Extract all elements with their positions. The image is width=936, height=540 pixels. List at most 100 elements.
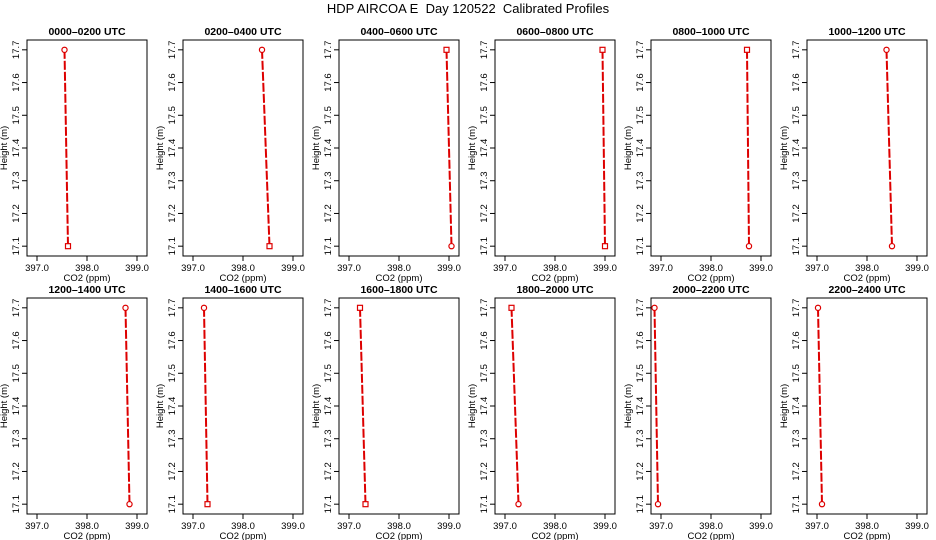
x-axis-label: CO2 (ppm) <box>532 273 579 284</box>
x-axis-label: CO2 (ppm) <box>64 273 111 284</box>
y-tick-label: 17.2 <box>11 204 22 223</box>
data-point-circle <box>818 500 826 508</box>
data-point-square <box>64 243 72 250</box>
x-tick-label: 398.0 <box>75 521 99 532</box>
data-point-circle <box>745 242 753 250</box>
x-axis-label: CO2 (ppm) <box>64 531 111 540</box>
y-tick-label: 17.7 <box>11 299 22 318</box>
x-tick-label: 399.0 <box>437 263 461 274</box>
x-tick-label: 399.0 <box>281 521 305 532</box>
y-tick-label: 17.6 <box>635 73 646 92</box>
x-tick-label: 397.0 <box>805 263 829 274</box>
y-tick-label: 17.7 <box>635 41 646 60</box>
x-tick-label: 397.0 <box>25 263 49 274</box>
y-tick-label: 17.5 <box>635 364 646 383</box>
plot-frame <box>182 297 304 515</box>
data-point-square <box>508 304 515 311</box>
profile-panel-0: 0000–0200 UTC 397.0 398.0 399.0 CO2 (ppm) 17.… <box>0 26 149 284</box>
data-point-circle <box>888 242 896 250</box>
y-tick-label: 17.6 <box>11 331 22 350</box>
x-tick-label: 399.0 <box>437 521 461 532</box>
x-tick-label: 399.0 <box>593 521 617 532</box>
x-tick-label: 397.0 <box>805 521 829 532</box>
y-tick-label: 17.2 <box>11 462 22 481</box>
data-point-square <box>601 243 609 250</box>
y-tick-label: 17.6 <box>635 331 646 350</box>
y-axis-label: Height (m) <box>155 126 166 170</box>
panel-title: 2200–2400 UTC <box>828 284 905 296</box>
y-tick-label: 17.1 <box>11 237 22 256</box>
x-tick-label: 398.0 <box>543 521 567 532</box>
y-tick-label: 17.3 <box>167 429 178 448</box>
profile-panel-9: 1800–2000 UTC 397.0 398.0 399.0 CO2 (ppm) 17.… <box>467 284 617 540</box>
y-tick-label: 17.3 <box>167 171 178 190</box>
y-axis-label: Height (m) <box>155 384 166 428</box>
y-tick-label: 17.1 <box>635 237 646 256</box>
y-tick-label: 17.6 <box>323 331 334 350</box>
y-tick-label: 17.2 <box>323 462 334 481</box>
y-tick-label: 17.1 <box>479 237 490 256</box>
x-tick-label: 398.0 <box>387 263 411 274</box>
profile-panel-4: 0800–1000 UTC 397.0 398.0 399.0 CO2 (ppm) 17.… <box>623 26 773 284</box>
y-tick-label: 17.4 <box>791 139 802 158</box>
y-tick-label: 17.7 <box>11 41 22 60</box>
x-tick-label: 397.0 <box>181 263 205 274</box>
x-tick-label: 397.0 <box>337 521 361 532</box>
y-tick-label: 17.4 <box>167 139 178 158</box>
y-tick-label: 17.3 <box>479 171 490 190</box>
y-tick-label: 17.3 <box>479 429 490 448</box>
y-axis-label: Height (m) <box>311 126 322 170</box>
panel-title: 0800–1000 UTC <box>672 26 749 38</box>
x-tick-label: 399.0 <box>125 521 149 532</box>
data-point-circle <box>61 46 68 54</box>
y-tick-label: 17.3 <box>791 429 802 448</box>
y-axis-label: Height (m) <box>467 384 478 428</box>
data-point-square <box>599 46 606 53</box>
data-point-square <box>204 501 211 508</box>
plot-frame <box>338 39 460 257</box>
x-tick-label: 397.0 <box>337 263 361 274</box>
y-tick-label: 17.7 <box>635 299 646 318</box>
panel-title: 1000–1200 UTC <box>828 26 905 38</box>
data-point-circle <box>122 304 129 312</box>
data-point-circle <box>883 46 890 54</box>
profile-panel-7: 1400–1600 UTC 397.0 398.0 399.0 CO2 (ppm) 17.… <box>155 284 305 540</box>
x-tick-label: 399.0 <box>593 263 617 274</box>
data-point-circle <box>814 304 822 312</box>
plot-frame <box>182 39 304 257</box>
y-tick-label: 17.3 <box>11 171 22 190</box>
y-tick-label: 17.4 <box>11 397 22 416</box>
y-tick-label: 17.2 <box>167 462 178 481</box>
y-tick-label: 17.4 <box>635 139 646 158</box>
y-tick-label: 17.3 <box>323 171 334 190</box>
y-tick-label: 17.1 <box>11 495 22 514</box>
y-tick-label: 17.5 <box>479 364 490 383</box>
x-axis-label: CO2 (ppm) <box>844 531 891 540</box>
y-tick-label: 17.7 <box>479 299 490 318</box>
y-tick-label: 17.5 <box>791 364 802 383</box>
y-axis-label: Height (m) <box>0 384 10 428</box>
profile-line <box>510 307 520 505</box>
plot-frame <box>26 39 148 257</box>
data-point-square <box>362 501 369 508</box>
y-tick-label: 17.7 <box>323 41 334 60</box>
profile-line <box>885 49 893 247</box>
data-point-circle <box>651 304 658 312</box>
x-tick-label: 399.0 <box>905 263 929 274</box>
x-tick-label: 397.0 <box>493 263 517 274</box>
x-axis-label: CO2 (ppm) <box>844 273 891 284</box>
profile-panel-8: 1600–1800 UTC 397.0 398.0 399.0 CO2 (ppm) 17.… <box>311 284 461 540</box>
y-tick-label: 17.2 <box>635 204 646 223</box>
y-axis-label: Height (m) <box>623 126 634 170</box>
plot-frame <box>494 39 616 257</box>
y-tick-label: 17.5 <box>323 106 334 125</box>
y-axis-label: Height (m) <box>467 126 478 170</box>
profile-line <box>601 49 606 247</box>
profile-line <box>746 49 750 247</box>
profile-line <box>359 307 367 505</box>
y-axis-label: Height (m) <box>779 384 790 428</box>
x-tick-label: 399.0 <box>125 263 149 274</box>
panel-title: 1400–1600 UTC <box>204 284 281 296</box>
y-tick-label: 17.5 <box>323 364 334 383</box>
profile-line <box>124 307 131 505</box>
